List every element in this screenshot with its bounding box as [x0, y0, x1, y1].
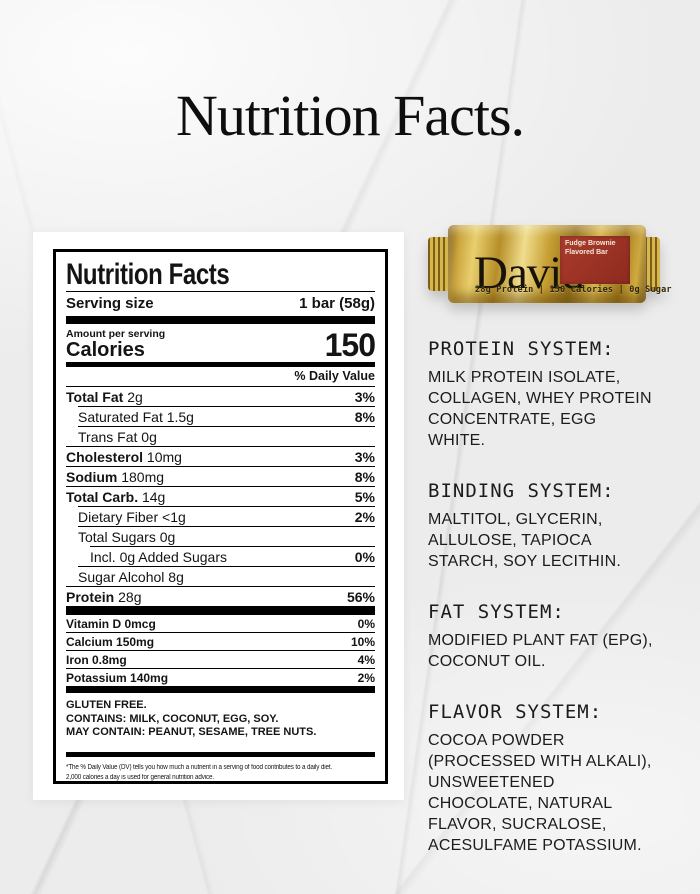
nutrient-row: Saturated Fat 1.5g 8%	[78, 406, 375, 426]
nutrient-dv: 8%	[354, 409, 375, 425]
nutrient-amount: 1.5g	[166, 409, 194, 425]
micronutrient-dv: 10%	[350, 634, 375, 649]
nutrient-name: Total Carb.	[66, 489, 139, 505]
system-heading: FLAVOR SYSTEM:	[428, 701, 603, 723]
flavor-panel: Fudge Brownie Flavored Bar	[560, 236, 630, 284]
nutrient-name: Total Fat	[66, 389, 124, 405]
micronutrient-row: Calcium 150mg 10%	[66, 632, 375, 650]
calories-value: 150	[324, 327, 376, 363]
nutrient-row: Cholesterol 10mg 3%	[66, 446, 375, 466]
nutrient-name: Trans Fat	[78, 429, 138, 445]
system-heading: BINDING SYSTEM:	[428, 480, 615, 502]
calories-label: Calories	[66, 339, 145, 361]
nutrient-amount: 8g	[168, 569, 184, 585]
nutrient-dv: 8%	[354, 469, 375, 485]
nutrient-row: Incl. 0g Added Sugars 0%	[90, 546, 375, 566]
nutrient-amount: 2g	[127, 389, 143, 405]
nutrition-label: Nutrition Facts Serving size 1 bar (58g)…	[53, 249, 388, 784]
system-body: MILK PROTEIN ISOLATE, COLLAGEN, WHEY PRO…	[428, 369, 652, 449]
nutrient-name: Cholesterol	[66, 449, 144, 465]
system-body: MALTITOL, GLYCERIN, ALLULOSE, TAPIOCA ST…	[428, 511, 621, 570]
product-bar: David™ Fudge Brownie Flavored Bar 28g Pr…	[428, 225, 672, 303]
thick-divider	[66, 316, 375, 324]
nutrient-name: Incl. 0g Added Sugars	[90, 549, 227, 565]
nutrient-dv: 3%	[354, 449, 375, 465]
nutrient-dv: 2%	[354, 509, 375, 525]
serving-size-row: Serving size 1 bar (58g)	[66, 292, 375, 316]
footnote-line: 2,000 calories a day is used for general…	[66, 773, 215, 781]
allergen-block: GLUTEN FREE. CONTAINS: MILK, COCONUT, EG…	[66, 699, 375, 740]
nutrient-dv: 56%	[346, 589, 375, 605]
system-heading: FAT SYSTEM:	[428, 601, 565, 623]
nutrient-row: Trans Fat 0g	[78, 426, 375, 446]
serving-size-value: 1 bar (58g)	[299, 295, 375, 312]
micronutrient-name: Calcium 150mg	[66, 634, 155, 649]
allergen-line: GLUTEN FREE.	[66, 699, 147, 711]
nutrient-name: Sodium	[66, 469, 118, 485]
micronutrient-name: Potassium 140mg	[66, 670, 169, 685]
amount-per-serving-label: Amount per serving	[66, 328, 166, 340]
right-column: David™ Fudge Brownie Flavored Bar 28g Pr…	[428, 225, 672, 856]
nutrient-name: Dietary Fiber	[78, 509, 159, 525]
nutrient-row: Total Carb. 14g 5%	[66, 486, 375, 506]
nutrition-card: Nutrition Facts Serving size 1 bar (58g)…	[33, 232, 404, 800]
nutrient-amount: 180mg	[121, 469, 165, 485]
system-section: FAT SYSTEM: MODIFIED PLANT FAT (EPG), CO…	[428, 600, 668, 672]
system-section: BINDING SYSTEM: MALTITOL, GLYCERIN, ALLU…	[428, 479, 668, 572]
micronutrient-name: Vitamin D 0mcg	[66, 616, 156, 631]
footnote: *The % Daily Value (DV) tells you how mu…	[66, 763, 375, 782]
nutrient-row: Dietary Fiber <1g 2%	[78, 506, 375, 526]
page-title: Nutrition Facts.	[175, 83, 525, 148]
micronutrient-row: Potassium 140mg 2%	[66, 668, 375, 686]
footnote-line: *The % Daily Value (DV) tells you how mu…	[66, 763, 333, 771]
system-heading: PROTEIN SYSTEM:	[428, 338, 615, 360]
micronutrient-row: Iron 0.8mg 4%	[66, 650, 375, 668]
daily-value-header: % Daily Value	[294, 369, 375, 383]
nutrient-amount: 0g	[141, 429, 157, 445]
micronutrient-dv: 0%	[357, 616, 375, 631]
allergen-line: CONTAINS: MILK, COCONUT, EGG, SOY.	[66, 712, 279, 725]
nutrient-row: Sugar Alcohol 8g	[78, 566, 375, 586]
nutrient-row: Protein 28g 56%	[66, 586, 375, 606]
medium-divider	[66, 751, 375, 757]
nutrient-dv: 0%	[354, 549, 375, 565]
serving-size-label: Serving size	[66, 295, 154, 312]
calories-row: Amount per serving Calories 150	[66, 324, 376, 363]
nutrient-amount: 0g	[159, 529, 176, 545]
micronutrient-dv: 2%	[357, 670, 375, 685]
nutrient-name: Total Sugars	[78, 529, 156, 545]
nutrient-amount: 14g	[141, 489, 166, 505]
nutrient-row: Total Fat 2g 3%	[66, 386, 375, 406]
systems-list: PROTEIN SYSTEM: MILK PROTEIN ISOLATE, CO…	[428, 337, 668, 856]
allergen-line: MAY CONTAIN: PEANUT, SESAME, TREE NUTS.	[66, 726, 317, 738]
system-section: PROTEIN SYSTEM: MILK PROTEIN ISOLATE, CO…	[428, 337, 668, 451]
thick-divider	[66, 686, 375, 693]
nutrient-amount: <1g	[162, 509, 186, 525]
system-body: MODIFIED PLANT FAT (EPG), COCONUT OIL.	[428, 632, 653, 670]
nutrient-amount: 10mg	[146, 449, 182, 465]
micronutrient-name: Iron 0.8mg	[66, 652, 127, 667]
bar-wrapper: David™ Fudge Brownie Flavored Bar 28g Pr…	[448, 225, 672, 303]
nutrient-name: Saturated Fat	[78, 409, 163, 425]
bar-stats: 28g Protein | 150 Calories | 0g Sugar	[475, 285, 672, 295]
system-body: COCOA POWDER (PROCESSED WITH ALKALI), UN…	[428, 732, 652, 854]
nutrient-dv: 5%	[354, 489, 375, 505]
nutrient-dv: 3%	[354, 389, 375, 405]
nutrient-amount: 28g	[118, 589, 142, 605]
medium-divider	[66, 362, 375, 367]
label-title: Nutrition Facts	[66, 258, 230, 291]
nutrient-row: Total Sugars 0g	[78, 526, 375, 546]
thick-divider	[66, 606, 375, 615]
nutrient-name: Protein	[66, 589, 115, 605]
micronutrient-row: Vitamin D 0mcg 0%	[66, 615, 375, 632]
system-section: FLAVOR SYSTEM: COCOA POWDER (PROCESSED W…	[428, 700, 668, 856]
nutrient-name: Sugar Alcohol	[78, 569, 165, 585]
divider	[66, 291, 375, 292]
nutrient-row: Sodium 180mg 8%	[66, 466, 375, 486]
micronutrient-dv: 4%	[357, 652, 375, 667]
